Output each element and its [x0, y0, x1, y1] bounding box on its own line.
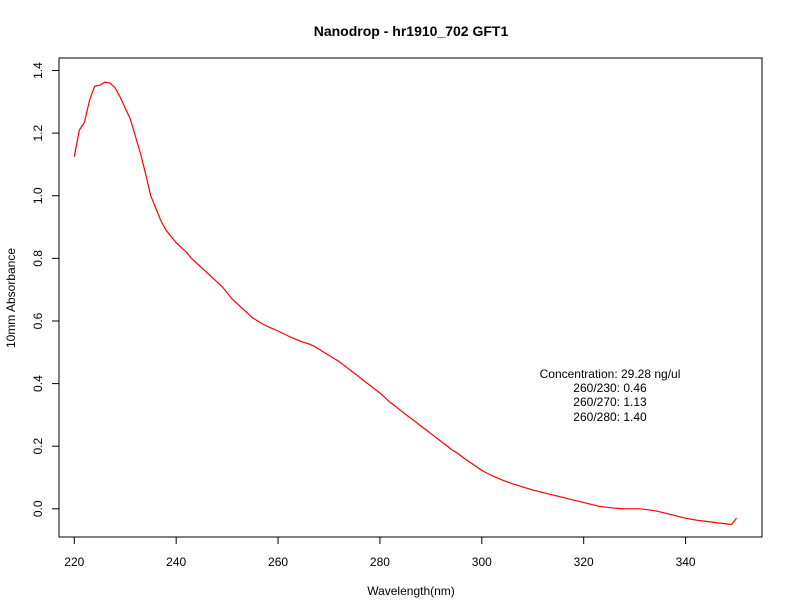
y-tick-label: 1.2	[31, 124, 45, 141]
x-tick-label: 280	[370, 555, 390, 569]
absorbance-series-line	[73, 81, 737, 526]
ratio-260-270-label: 260/270: 1.13	[573, 395, 647, 409]
x-tick-label: 260	[268, 555, 288, 569]
y-tick-label: 0.0	[31, 500, 45, 517]
x-tick-label: 240	[166, 555, 186, 569]
x-tick-label: 340	[676, 555, 696, 569]
chart-title: Nanodrop - hr1910_702 GFT1	[314, 23, 509, 39]
y-tick-label: 0.4	[31, 375, 45, 392]
y-tick-label: 0.8	[31, 250, 45, 267]
stats-annotation: Concentration: 29.28 ng/ul 260/230: 0.46…	[540, 367, 681, 424]
x-tick-label: 220	[64, 555, 84, 569]
y-tick-label: 1.0	[31, 187, 45, 204]
x-axis: 220 240 260 280 300 320 340	[64, 537, 696, 569]
y-axis-label: 10mm Absorbance	[4, 248, 18, 348]
x-axis-label: Wavelength(nm)	[367, 584, 455, 598]
x-tick-label: 300	[472, 555, 492, 569]
y-tick-label: 1.4	[31, 62, 45, 79]
y-tick-label: 0.6	[31, 312, 45, 329]
plot-frame	[58, 57, 763, 538]
ratio-260-230-label: 260/230: 0.46	[573, 381, 647, 395]
y-tick-label: 0.2	[31, 438, 45, 455]
concentration-label: Concentration: 29.28 ng/ul	[540, 367, 681, 381]
ratio-260-280-label: 260/280: 1.40	[573, 410, 647, 424]
y-axis: 0.0 0.2 0.4 0.6 0.8 1.0 1.2 1.4	[31, 62, 59, 517]
x-tick-label: 320	[574, 555, 594, 569]
